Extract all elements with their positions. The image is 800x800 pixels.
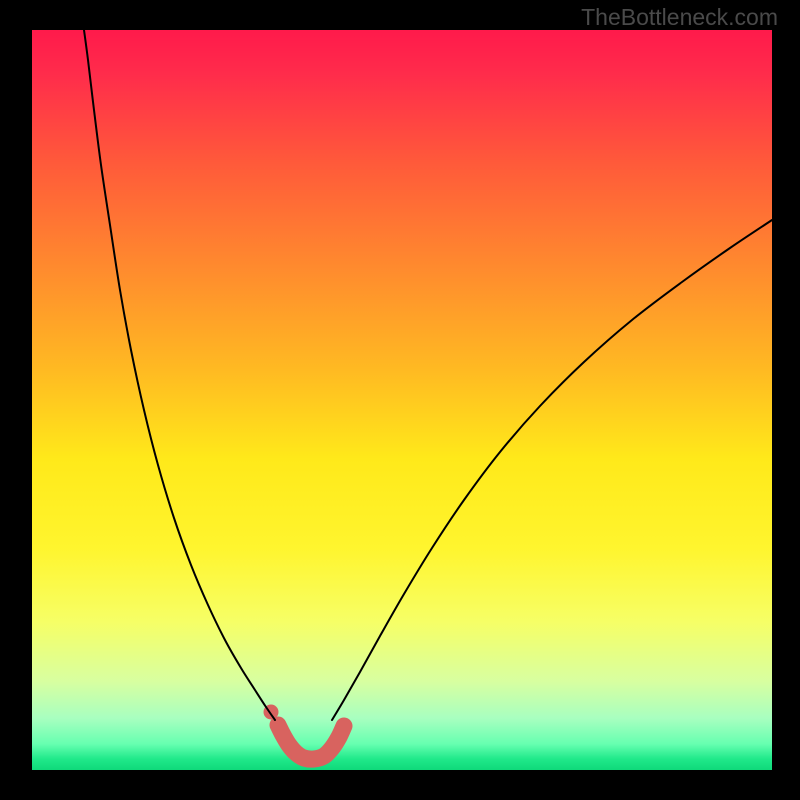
valley-u-marker — [278, 725, 344, 759]
watermark-text: TheBottleneck.com — [581, 4, 778, 31]
chart-stage: TheBottleneck.com — [0, 0, 800, 800]
chart-svg — [32, 30, 772, 770]
right-curve — [332, 220, 772, 720]
plot-frame — [32, 30, 772, 770]
left-curve — [84, 30, 275, 720]
